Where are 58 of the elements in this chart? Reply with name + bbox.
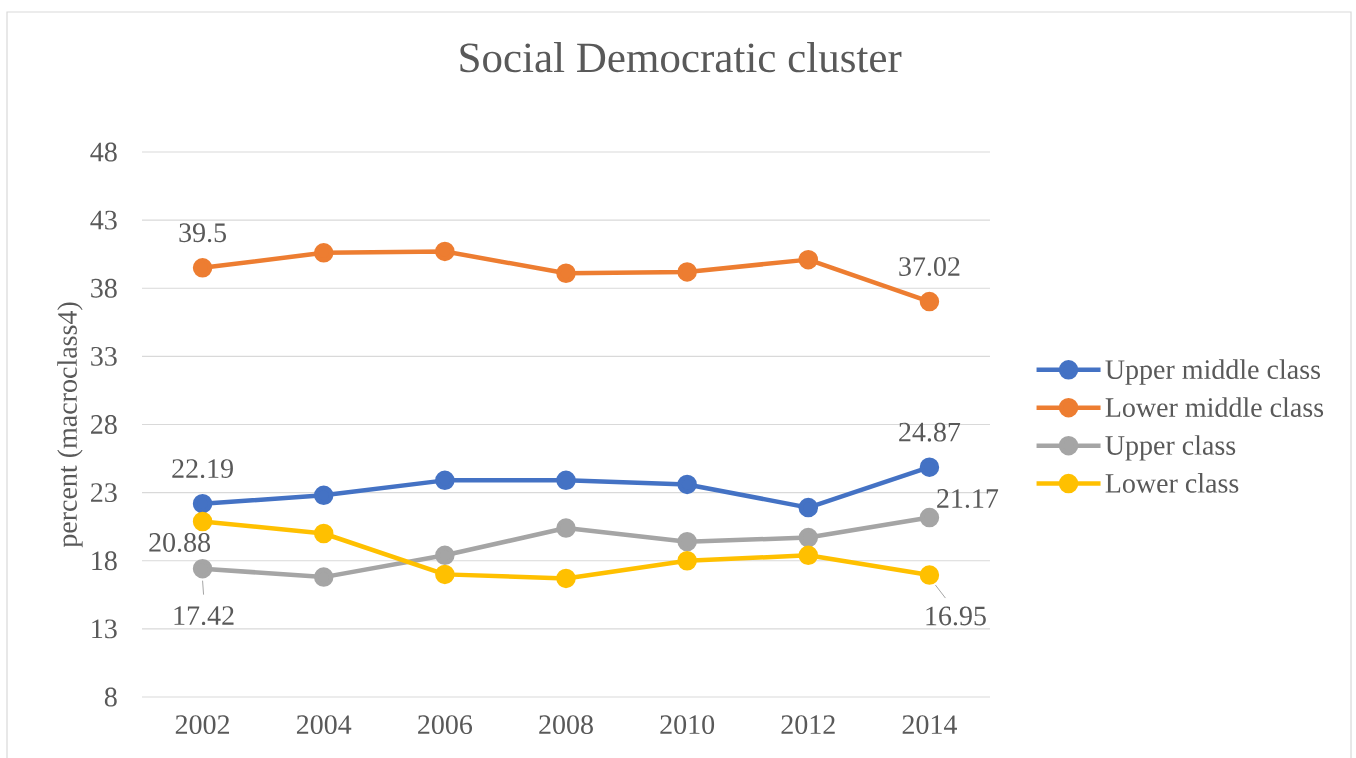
point — [919, 565, 940, 585]
point — [677, 262, 697, 282]
point — [798, 249, 819, 270]
data-label: 24.87 — [899, 422, 961, 442]
y-tick-label: 38 — [91, 278, 117, 298]
point — [192, 258, 213, 278]
legend-label: Upper class — [1105, 435, 1236, 461]
point — [192, 511, 213, 532]
x-tick-label: 2002 — [175, 715, 230, 735]
data-label: 22.19 — [172, 459, 233, 479]
point — [313, 567, 334, 587]
y-tick-label: 18 — [92, 551, 117, 571]
point — [556, 518, 576, 538]
y-tick-label: 43 — [90, 210, 117, 230]
point — [798, 497, 819, 518]
data-label: 37.02 — [899, 257, 960, 277]
point — [556, 263, 576, 284]
x-tick-label: 2010 — [660, 715, 715, 735]
data-label: 20.88 — [149, 533, 211, 553]
point — [677, 551, 697, 571]
point — [919, 291, 940, 312]
point — [192, 493, 213, 514]
x-tick-label: 2012 — [781, 715, 835, 735]
point — [435, 241, 455, 262]
point — [798, 527, 819, 548]
y-tick-label: 48 — [90, 142, 117, 162]
point — [435, 545, 455, 566]
point — [435, 564, 455, 585]
point — [677, 474, 697, 495]
point — [313, 243, 334, 263]
point — [677, 531, 697, 552]
point — [313, 485, 334, 506]
y-tick-label: 33 — [91, 346, 117, 366]
data-label: 21.17 — [937, 489, 999, 509]
x-tick-label: 2014 — [902, 715, 957, 735]
y-tick-label: 13 — [92, 619, 117, 639]
point — [435, 470, 455, 491]
legend-label: Upper middle class — [1105, 359, 1320, 385]
point — [556, 470, 576, 491]
point — [556, 568, 576, 589]
y-tick-label: 8 — [104, 687, 117, 707]
chart-title: Social Democratic cluster — [460, 42, 902, 73]
legend-label: Lower class — [1105, 473, 1239, 493]
point — [192, 558, 213, 579]
point — [798, 545, 819, 566]
legend-label: Lower middle class — [1105, 397, 1324, 417]
data-label: 16.95 — [926, 606, 986, 626]
point — [919, 457, 940, 477]
x-tick-label: 2004 — [296, 715, 352, 735]
point — [313, 523, 334, 544]
x-tick-label: 2008 — [539, 715, 593, 735]
data-label: 39.5 — [179, 223, 226, 243]
point — [919, 507, 940, 528]
y-tick-label: 23 — [91, 483, 117, 503]
x-tick-label: 2006 — [418, 715, 473, 735]
data-label: 17.42 — [174, 606, 234, 626]
y-tick-label: 28 — [91, 415, 117, 434]
y-axis-title: percent (macroclass4) — [57, 302, 83, 548]
